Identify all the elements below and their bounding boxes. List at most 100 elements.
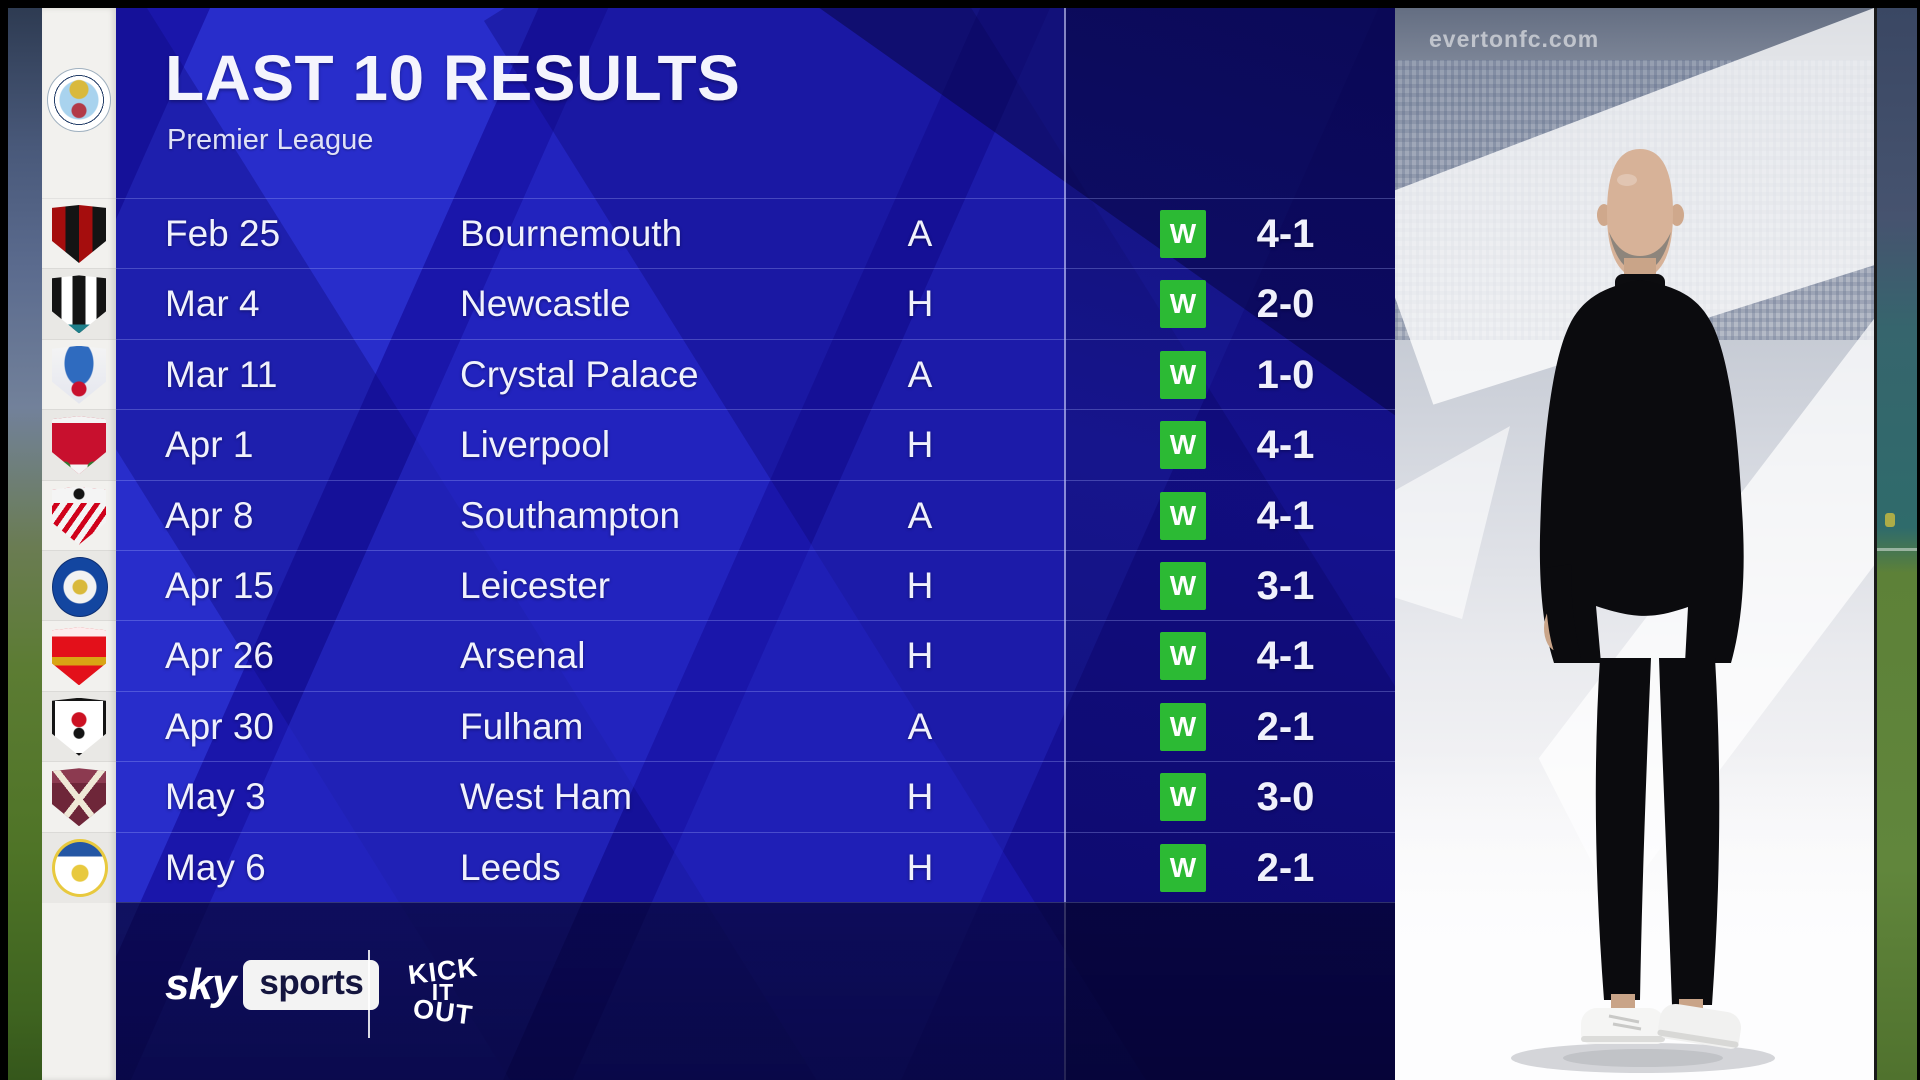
match-date: May 3: [165, 776, 266, 818]
crest-cell: [42, 620, 116, 691]
opponent-crest-icon: [52, 768, 106, 827]
win-badge: W: [1160, 280, 1206, 329]
logo-divider-line: [368, 950, 370, 1038]
stadium-watermark-text: evertonfc.com: [1429, 26, 1600, 52]
opponent-crest-icon: [52, 486, 106, 545]
opponent-crest-icon: [52, 416, 106, 475]
match-date: Apr 8: [165, 494, 254, 536]
column-divider-line: [1064, 8, 1066, 1080]
win-badge: W: [1160, 562, 1206, 610]
manager-photo-panel: evertonfc.com: [1395, 8, 1874, 1080]
crest-cell: [42, 550, 116, 621]
manager-figure: [1511, 149, 1775, 1073]
match-score: 3-0: [1256, 775, 1315, 820]
kick-it-out-line: KICK: [406, 952, 480, 991]
venue-indicator: H: [906, 424, 934, 466]
match-date: Mar 11: [165, 353, 278, 395]
score-column-shade: [1066, 8, 1395, 1080]
result-row: Apr 8 Southampton A W 4-1: [116, 479, 1395, 551]
result-row: Apr 30 Fulham A W 2-1: [116, 690, 1395, 762]
match-date: Apr 26: [165, 635, 275, 677]
match-score: 4-1: [1256, 212, 1315, 256]
match-score: 4-1: [1256, 423, 1315, 468]
venue-indicator: A: [907, 213, 933, 254]
result-row: Apr 15 Leicester H W 3-1: [116, 550, 1395, 621]
win-badge: W: [1160, 773, 1206, 822]
result-row: May 6 Leeds H W 2-1: [116, 831, 1395, 903]
sky-sports-logo: sky sports: [165, 960, 380, 1020]
venue-indicator: H: [906, 635, 934, 677]
match-date: Apr 15: [165, 565, 275, 606]
venue-indicator: A: [907, 705, 933, 747]
crest-cell: [42, 198, 116, 269]
page-title: LAST 10 RESULTS: [165, 42, 741, 114]
opponent-crest-icon: [52, 627, 106, 686]
opponent-name: Leeds: [460, 846, 561, 888]
opponent-crest-icon: [52, 697, 106, 756]
win-badge: W: [1160, 491, 1206, 540]
win-badge: W: [1160, 702, 1206, 751]
result-row: Mar 4 Newcastle H W 2-0: [116, 268, 1395, 339]
result-row: Apr 1 Liverpool H W 4-1: [116, 409, 1395, 480]
manchester-city-crest-icon: [47, 68, 111, 132]
match-date: Mar 4: [165, 283, 260, 325]
match-score: 2-1: [1256, 845, 1315, 890]
win-badge: W: [1160, 421, 1206, 470]
result-row: Feb 25 Bournemouth A W 4-1: [116, 198, 1395, 269]
match-score: 3-1: [1256, 564, 1315, 608]
opponent-crest-icon: [52, 205, 106, 263]
match-date: May 6: [165, 846, 266, 888]
competition-subtitle: Premier League: [167, 124, 374, 156]
sports-logo-box: sports: [243, 960, 380, 1010]
win-badge: W: [1160, 632, 1206, 681]
crest-cell: [42, 409, 116, 480]
crest-cell: [42, 831, 116, 903]
match-date: Apr 30: [165, 705, 275, 747]
results-panel: LAST 10 RESULTS Premier League Feb 25 Bo…: [116, 8, 1395, 1080]
crest-cell: [42, 761, 116, 832]
sky-logo-text: sky: [165, 960, 236, 1009]
venue-indicator: A: [907, 353, 933, 395]
opponent-name: Southampton: [460, 494, 681, 536]
result-row: Mar 11 Crystal Palace A W 1-0: [116, 338, 1395, 410]
win-badge: W: [1160, 210, 1206, 258]
opponent-name: Crystal Palace: [460, 353, 699, 395]
opponent-name: Liverpool: [460, 424, 611, 466]
match-date: Apr 1: [165, 424, 254, 466]
match-score: 4-1: [1256, 493, 1315, 538]
opponent-name: Fulham: [460, 705, 584, 747]
kick-it-out-line: IT: [431, 978, 455, 1005]
venue-indicator: H: [906, 283, 934, 325]
kick-it-out-line: OUT: [411, 993, 475, 1031]
match-score: 1-0: [1256, 352, 1315, 397]
win-badge: W: [1160, 350, 1206, 399]
crest-cell-header: [42, 8, 116, 198]
crest-cell: [42, 268, 116, 339]
opponent-crest-icon: [52, 557, 108, 617]
opponent-name: Newcastle: [460, 283, 631, 325]
venue-indicator: A: [907, 494, 933, 536]
match-score: 2-0: [1256, 282, 1315, 327]
venue-indicator: H: [906, 776, 934, 818]
opponent-name: Arsenal: [460, 635, 586, 677]
win-badge: W: [1160, 843, 1206, 892]
team-crest-column: [42, 8, 116, 1080]
venue-indicator: H: [906, 565, 934, 606]
result-row: May 3 West Ham H W 3-0: [116, 761, 1395, 832]
opponent-crest-icon: [52, 345, 106, 404]
opponent-crest-icon: [52, 275, 106, 334]
venue-indicator: H: [906, 846, 934, 888]
kick-it-out-logo: KICK IT OUT: [397, 946, 489, 1038]
opponent-name: West Ham: [460, 776, 633, 818]
opponent-name: Bournemouth: [460, 213, 683, 254]
match-score: 4-1: [1256, 634, 1315, 679]
crest-cell: [42, 338, 116, 410]
opponent-crest-icon: [52, 838, 108, 897]
match-score: 2-1: [1256, 704, 1315, 749]
crest-cell: [42, 479, 116, 551]
match-date: Feb 25: [165, 213, 281, 254]
video-background-left-edge: [8, 8, 42, 1080]
opponent-name: Leicester: [460, 565, 611, 606]
result-row: Apr 26 Arsenal H W 4-1: [116, 620, 1395, 691]
